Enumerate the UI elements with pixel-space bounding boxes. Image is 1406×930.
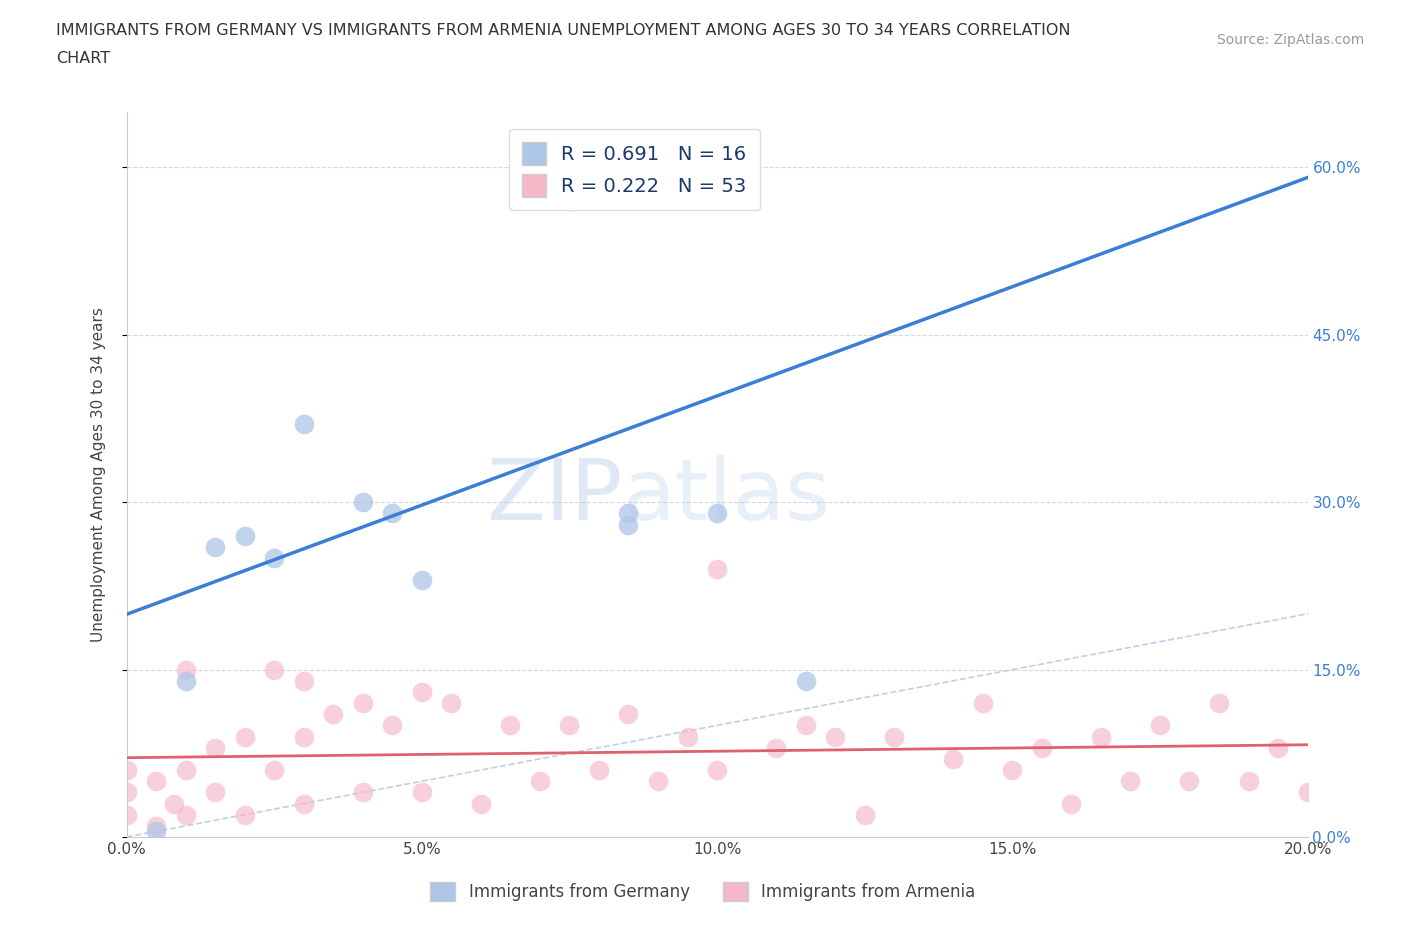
Point — [174, 763, 197, 777]
Point — [204, 785, 226, 800]
Legend: R = 0.691   N = 16, R = 0.222   N = 53: R = 0.691 N = 16, R = 0.222 N = 53 — [509, 128, 761, 210]
Point — [588, 763, 610, 777]
Point — [647, 774, 669, 789]
Point — [1208, 696, 1230, 711]
Text: ZIP: ZIP — [486, 455, 623, 538]
Point — [411, 785, 433, 800]
Point — [617, 506, 640, 521]
Point — [145, 818, 167, 833]
Text: IMMIGRANTS FROM GERMANY VS IMMIGRANTS FROM ARMENIA UNEMPLOYMENT AMONG AGES 30 TO: IMMIGRANTS FROM GERMANY VS IMMIGRANTS FR… — [56, 23, 1071, 38]
Point — [233, 528, 256, 543]
Point — [163, 796, 186, 811]
Point — [411, 573, 433, 588]
Point — [1149, 718, 1171, 733]
Point — [1296, 785, 1319, 800]
Point — [233, 729, 256, 744]
Point — [972, 696, 994, 711]
Point — [617, 707, 640, 722]
Point — [1031, 740, 1053, 755]
Point — [292, 673, 315, 688]
Point — [706, 763, 728, 777]
Y-axis label: Unemployment Among Ages 30 to 34 years: Unemployment Among Ages 30 to 34 years — [91, 307, 105, 642]
Point — [1267, 740, 1289, 755]
Point — [174, 807, 197, 822]
Point — [292, 729, 315, 744]
Point — [1060, 796, 1083, 811]
Point — [174, 662, 197, 677]
Point — [411, 684, 433, 699]
Point — [1178, 774, 1201, 789]
Point — [381, 718, 404, 733]
Point — [204, 740, 226, 755]
Point — [1090, 729, 1112, 744]
Point — [145, 824, 167, 839]
Text: CHART: CHART — [56, 51, 110, 66]
Point — [1119, 774, 1142, 789]
Point — [853, 807, 876, 822]
Point — [352, 785, 374, 800]
Point — [558, 718, 581, 733]
Point — [529, 160, 551, 175]
Point — [706, 562, 728, 577]
Point — [824, 729, 846, 744]
Point — [322, 707, 344, 722]
Point — [942, 751, 965, 766]
Text: Source: ZipAtlas.com: Source: ZipAtlas.com — [1216, 33, 1364, 46]
Point — [706, 506, 728, 521]
Point — [440, 696, 463, 711]
Point — [470, 796, 492, 811]
Point — [145, 774, 167, 789]
Point — [352, 495, 374, 510]
Point — [115, 785, 138, 800]
Point — [292, 796, 315, 811]
Point — [263, 662, 285, 677]
Point — [1237, 774, 1260, 789]
Point — [676, 729, 699, 744]
Point — [794, 718, 817, 733]
Point — [765, 740, 787, 755]
Point — [794, 673, 817, 688]
Point — [263, 763, 285, 777]
Point — [706, 149, 728, 164]
Point — [233, 807, 256, 822]
Legend: Immigrants from Germany, Immigrants from Armenia: Immigrants from Germany, Immigrants from… — [423, 875, 983, 908]
Point — [174, 673, 197, 688]
Point — [263, 551, 285, 565]
Point — [1001, 763, 1024, 777]
Point — [381, 506, 404, 521]
Point — [883, 729, 905, 744]
Point — [529, 774, 551, 789]
Point — [204, 539, 226, 554]
Point — [292, 417, 315, 432]
Point — [352, 696, 374, 711]
Point — [558, 193, 581, 208]
Text: atlas: atlas — [623, 455, 831, 538]
Point — [115, 807, 138, 822]
Point — [617, 517, 640, 532]
Point — [499, 718, 522, 733]
Point — [115, 763, 138, 777]
